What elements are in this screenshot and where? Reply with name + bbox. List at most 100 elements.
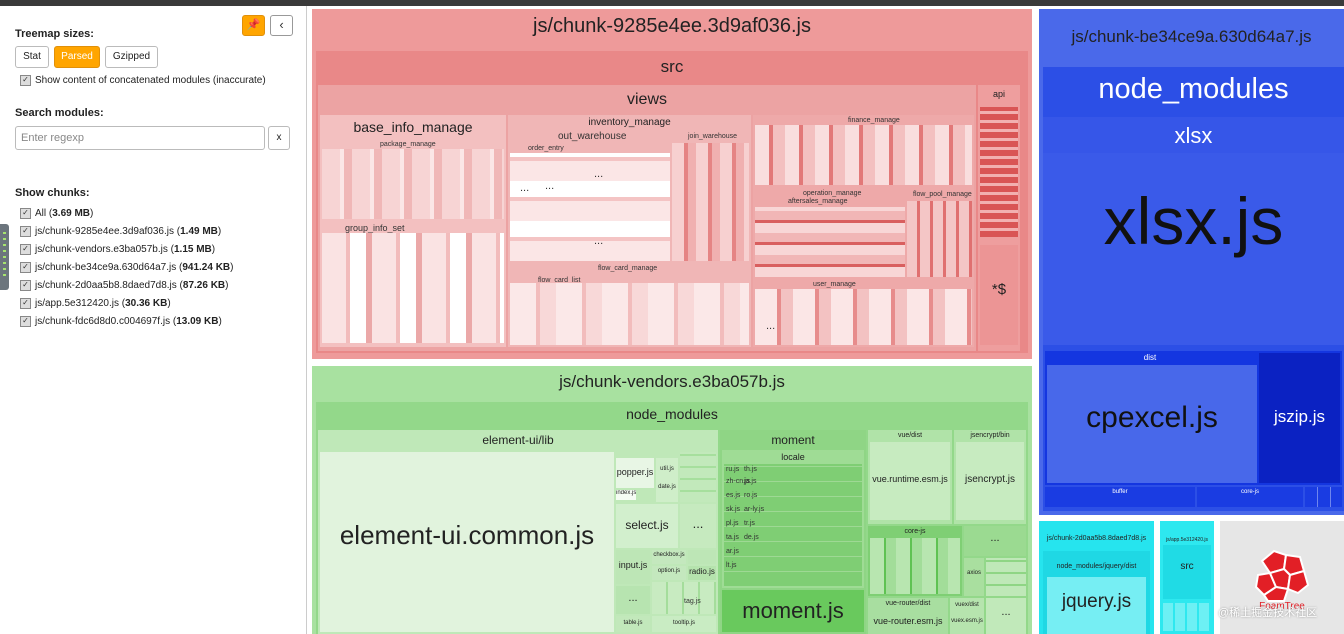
- treemap-cells: [986, 558, 1026, 596]
- chunk-checkbox[interactable]: ✓: [20, 262, 31, 273]
- treemap-jsencrypt-bin[interactable]: jsencrypt/bin jsencrypt.js: [954, 430, 1026, 524]
- clear-search-button[interactable]: x: [268, 126, 290, 150]
- treemap-element-ui-lib[interactable]: element-ui/lib element-ui.common.js popp…: [318, 430, 718, 634]
- folder-label: core-js: [1240, 489, 1259, 495]
- treemap-cells: [688, 550, 716, 564]
- treemap-checkbox[interactable]: checkbox.js: [652, 550, 686, 564]
- treemap-cpexcel[interactable]: cpexcel.js: [1047, 365, 1257, 483]
- treemap-buffer[interactable]: buffer: [1045, 487, 1195, 507]
- folder-label: finance_manage: [848, 117, 900, 124]
- chunk-checkbox[interactable]: ✓: [20, 208, 31, 219]
- treemap-vuex-dist[interactable]: vuex/dist vuex.esm.js: [950, 598, 984, 634]
- size-stat-button[interactable]: Stat: [15, 46, 49, 68]
- pin-sidebar-button[interactable]: 📌: [242, 15, 265, 36]
- treemap-xlsx[interactable]: xlsx xlsx.js: [1043, 117, 1344, 345]
- folder-label: src: [1180, 561, 1194, 572]
- treemap-jszip[interactable]: jszip.js: [1259, 353, 1340, 483]
- treemap-sizes-label: Treemap sizes:: [15, 28, 94, 40]
- dots-label: ...: [766, 320, 776, 332]
- dots-label: ...: [594, 235, 604, 247]
- treemap-chunk-fdc[interactable]: FoamTree: [1220, 521, 1344, 634]
- chunk-checkbox[interactable]: ✓: [20, 298, 31, 309]
- chunk-title: js/chunk-vendors.e3ba057b.js: [559, 372, 785, 391]
- treemap-inventory-manage[interactable]: inventory_manage out_warehouse order_ent…: [508, 115, 751, 347]
- treemap-element-ui-common[interactable]: element-ui.common.js: [320, 452, 614, 632]
- dots-label: ...: [628, 592, 638, 604]
- treemap-views[interactable]: views base_info_manage package_manage gr…: [318, 85, 976, 351]
- treemap-api-sub[interactable]: *$: [980, 245, 1018, 345]
- treemap-app-src[interactable]: src: [1163, 545, 1211, 599]
- folder-label: vue-router/dist: [885, 600, 931, 607]
- treemap-tooltip[interactable]: tooltip.js: [652, 616, 716, 632]
- treemap-jquery-dist[interactable]: node_modules/jquery/dist jquery.js: [1043, 551, 1150, 634]
- chunk-label: js/app.5e312420.js (30.36 KB): [35, 298, 171, 309]
- treemap-option[interactable]: option.js: [652, 566, 686, 580]
- chunk-size: 1.49 MB: [180, 226, 218, 237]
- chunk-checkbox[interactable]: ✓: [20, 226, 31, 237]
- folder-label: out_warehouse: [558, 131, 627, 142]
- treemap-node-modules[interactable]: node_modules xlsx xlsx.js dist cpexcel.j…: [1043, 67, 1344, 511]
- folder-label: xlsx: [1174, 123, 1213, 148]
- treemap-vue-dist[interactable]: vue/dist vue.runtime.esm.js: [868, 430, 952, 524]
- treemap-dots: ...: [964, 526, 1026, 556]
- chunk-name: js/chunk-fdc6d8d0.c004697f.js: [35, 316, 171, 327]
- treemap-chunk-green[interactable]: js/chunk-vendors.e3ba057b.js node_module…: [312, 366, 1032, 634]
- show-concat-checkbox[interactable]: ✓: [20, 75, 31, 86]
- module-label: zh-cn.js: [726, 478, 751, 485]
- dots-label: ...: [520, 182, 530, 194]
- module-label: ja.js: [744, 478, 757, 485]
- treemap-cells: [510, 283, 749, 345]
- module-label: axios: [966, 570, 981, 576]
- treemap-finance-manage[interactable]: finance_manage operation_manage aftersal…: [753, 115, 974, 347]
- treemap-input[interactable]: input.js: [616, 550, 650, 584]
- sidebar-resize-handle[interactable]: [0, 224, 9, 290]
- treemap-chunk-red[interactable]: js/chunk-9285e4ee.3d9af036.js src views …: [312, 9, 1032, 359]
- folder-label: package_manage: [380, 141, 436, 148]
- treemap-vue-router-dist[interactable]: vue-router/dist vue-router.esm.js: [868, 598, 948, 634]
- treemap-dist[interactable]: dist cpexcel.js jszip.js: [1045, 351, 1342, 485]
- module-label: xlsx.js: [1103, 184, 1284, 258]
- treemap-chunk-blue[interactable]: js/chunk-be34ce9a.630d64a7.js node_modul…: [1039, 9, 1344, 515]
- treemap-core-js[interactable]: core-js: [1197, 487, 1303, 507]
- chunk-checkbox[interactable]: ✓: [20, 244, 31, 255]
- treemap-index[interactable]: index.js: [616, 490, 636, 500]
- treemap-src[interactable]: src views base_info_manage package_manag…: [316, 51, 1028, 353]
- treemap-cells: [755, 207, 905, 277]
- treemap-dots: ...: [680, 504, 716, 548]
- module-label: select.js: [625, 518, 669, 532]
- chunk-size: 30.36 KB: [125, 298, 168, 309]
- treemap-popper[interactable]: popper.js: [616, 458, 654, 488]
- treemap-chunk-app[interactable]: js/app.5e312420.js src: [1160, 521, 1214, 634]
- chunk-label: js/chunk-9285e4ee.3d9af036.js (1.49 MB): [35, 226, 222, 237]
- treemap-node-modules[interactable]: node_modules element-ui/lib element-ui.c…: [316, 402, 1028, 634]
- treemap-core-js[interactable]: core-js: [868, 526, 962, 596]
- chunk-name: js/app.5e312420.js: [35, 298, 119, 309]
- treemap-radio[interactable]: radio.js: [688, 566, 716, 580]
- treemap-api[interactable]: api *$: [978, 85, 1020, 351]
- treemap-chunk-cyan[interactable]: js/chunk-2d0aa5b8.8daed7d8.js node_modul…: [1039, 521, 1154, 634]
- treemap-axios[interactable]: axios: [964, 558, 984, 596]
- chunk-checkbox[interactable]: ✓: [20, 316, 31, 327]
- search-input[interactable]: [15, 126, 265, 150]
- treemap-vue-runtime[interactable]: vue.runtime.esm.js: [870, 442, 950, 520]
- treemap-xlsx-js[interactable]: xlsx.js: [1043, 153, 1344, 345]
- treemap-cells: tag.js: [652, 582, 716, 614]
- collapse-sidebar-button[interactable]: ‹: [270, 15, 293, 36]
- treemap-jsencrypt[interactable]: jsencrypt.js: [956, 442, 1024, 520]
- folder-label: views: [626, 91, 667, 108]
- treemap-moment[interactable]: moment locale ru.js zh-cn.js es.js sk.js…: [720, 430, 866, 634]
- treemap-cells: [755, 125, 972, 185]
- treemap-moment-js[interactable]: moment.js: [722, 590, 864, 632]
- treemap-table[interactable]: table.js: [616, 616, 650, 632]
- size-gzipped-button[interactable]: Gzipped: [105, 46, 158, 68]
- module-label: jsencrypt.js: [964, 474, 1015, 485]
- treemap-locale[interactable]: locale ru.js zh-cn.js es.js sk.js pl.js …: [722, 450, 864, 588]
- folder-label: vue/dist: [897, 432, 923, 439]
- module-label: th.js: [744, 466, 757, 473]
- chunk-checkbox[interactable]: ✓: [20, 280, 31, 291]
- treemap-select[interactable]: select.js: [616, 504, 678, 548]
- size-parsed-button[interactable]: Parsed: [54, 46, 100, 68]
- treemap-jquery-js[interactable]: jquery.js: [1047, 577, 1146, 634]
- treemap-base-info-manage[interactable]: base_info_manage package_manage group_in…: [320, 115, 506, 347]
- chunk-title: js/chunk-2d0aa5b8.8daed7d8.js: [1046, 535, 1147, 542]
